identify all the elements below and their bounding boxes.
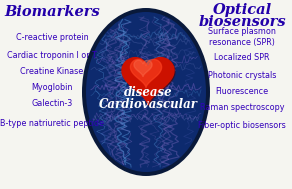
Text: Surface plasmon
resonance (SPR): Surface plasmon resonance (SPR) (208, 27, 276, 47)
Text: Photonic crystals: Photonic crystals (208, 71, 276, 81)
Text: Raman spectroscopy: Raman spectroscopy (200, 104, 284, 112)
Text: Fluorescence: Fluorescence (215, 88, 269, 97)
Text: Myoglobin: Myoglobin (31, 84, 73, 92)
Polygon shape (123, 59, 175, 106)
Text: Cardiac troponin I or T: Cardiac troponin I or T (7, 50, 97, 60)
Text: B-type natriuretic peptide: B-type natriuretic peptide (0, 119, 104, 128)
Text: C-reactive protein: C-reactive protein (16, 33, 88, 42)
Polygon shape (131, 59, 161, 88)
Text: biosensors: biosensors (198, 15, 286, 29)
Polygon shape (134, 60, 152, 77)
Text: Cardiovascular: Cardiovascular (98, 98, 197, 111)
Text: Creatine Kinase: Creatine Kinase (20, 67, 84, 77)
Polygon shape (122, 58, 174, 105)
Text: Biomarkers: Biomarkers (4, 5, 100, 19)
Ellipse shape (86, 12, 206, 172)
Ellipse shape (82, 8, 210, 176)
Text: disease: disease (124, 87, 172, 99)
Text: Optical: Optical (213, 3, 272, 17)
Text: Localized SPR: Localized SPR (214, 53, 270, 63)
Text: Galectin-3: Galectin-3 (31, 99, 73, 108)
Text: Fiber-optic biosensors: Fiber-optic biosensors (198, 122, 286, 130)
